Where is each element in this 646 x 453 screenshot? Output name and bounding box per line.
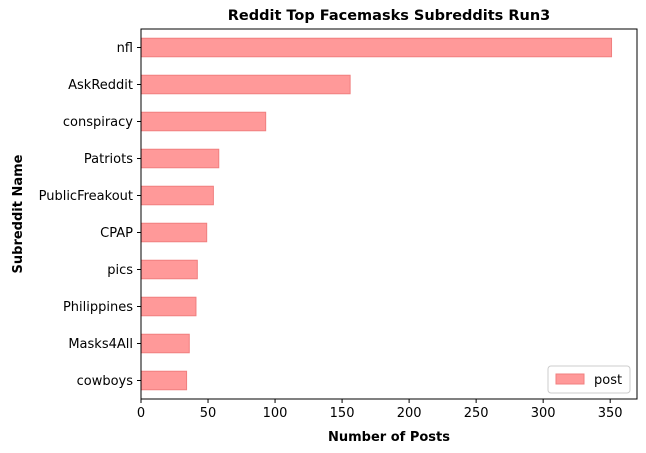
- bar-conspiracy: [140, 111, 267, 132]
- y-axis-title: Subreddit Name: [11, 154, 26, 273]
- bar-Philippines: [140, 296, 197, 317]
- bar-nfl: [140, 37, 613, 58]
- chart-title: Reddit Top Facemasks Subreddits Run3: [228, 8, 551, 24]
- y-tick-label: pics: [107, 263, 133, 278]
- x-tick-label: 0: [137, 406, 145, 421]
- bar-Masks4All: [140, 333, 190, 354]
- x-tick-label: 200: [397, 406, 422, 421]
- y-tick-label: PublicFreakout: [39, 189, 133, 204]
- legend-swatch: [555, 373, 585, 385]
- y-tick-label: Philippines: [63, 300, 133, 315]
- x-tick-label: 150: [330, 406, 355, 421]
- plot-frame: [140, 28, 638, 400]
- legend-box: [547, 365, 631, 394]
- bar-pics: [140, 259, 198, 280]
- x-tick-label: 100: [263, 406, 288, 421]
- x-tick-label: 300: [531, 406, 556, 421]
- x-ticks: 0 50 100 150 200 250 300 350: [137, 399, 623, 421]
- y-tick-label: conspiracy: [63, 115, 133, 130]
- y-tick-label: cowboys: [77, 374, 134, 389]
- x-axis-title: Number of Posts: [328, 430, 450, 445]
- bar-AskReddit: [140, 74, 351, 95]
- x-tick-label: 350: [598, 406, 623, 421]
- bar-CPAP: [140, 222, 208, 243]
- bar-PublicFreakout: [140, 185, 214, 206]
- x-tick-label: 250: [464, 406, 489, 421]
- bar-cowboys: [140, 370, 188, 391]
- y-tick-label: Patriots: [84, 152, 133, 167]
- y-tick-label: Masks4All: [68, 337, 133, 352]
- y-tick-label: AskReddit: [68, 78, 133, 93]
- legend: post: [547, 365, 631, 394]
- x-tick-label: 50: [200, 406, 217, 421]
- y-tick-label: nfl: [117, 41, 133, 56]
- bars-layer: [140, 37, 613, 391]
- y-ticks: nfl AskReddit conspiracy Patriots PublicFrea…: [39, 41, 141, 389]
- y-tick-label: CPAP: [100, 226, 133, 241]
- legend-label: post: [594, 373, 622, 388]
- bar-Patriots: [140, 148, 220, 169]
